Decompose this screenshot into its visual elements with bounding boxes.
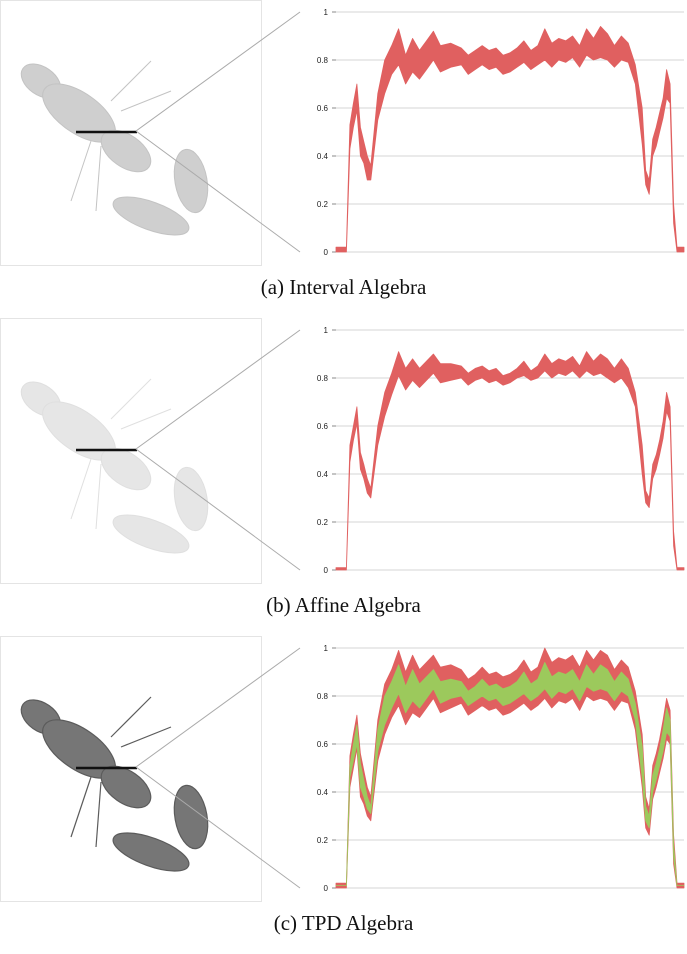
y-tick-label: 0	[324, 566, 329, 575]
y-tick-label: 0.8	[317, 374, 329, 383]
outer-bound-band	[335, 26, 685, 253]
caption-tpd: (c) TPD Algebra	[273, 911, 414, 935]
y-tick-label: 0	[324, 884, 329, 893]
y-tick-label: 0.6	[317, 422, 329, 431]
y-tick-label: 1	[324, 644, 329, 653]
outer-bound-band	[335, 647, 685, 889]
caption-interval: (a) Interval Algebra	[260, 275, 427, 299]
chart-interval: 0 0.2 0.4 0.6 0.8 1	[317, 8, 685, 257]
outer-bound-band	[335, 351, 685, 571]
caption-affine: (b) Affine Algebra	[266, 593, 421, 617]
y-tick-label: 0.2	[317, 518, 329, 527]
y-tick-label: 1	[324, 326, 329, 335]
y-tick-label: 0.6	[317, 104, 329, 113]
lobster-render-tpd	[0, 636, 262, 902]
y-tick-label: 1	[324, 8, 329, 17]
lobster-illustration	[20, 696, 209, 872]
y-tick-label: 0.4	[317, 788, 329, 797]
inner-bound-band	[335, 662, 685, 886]
lobster-render-interval	[0, 0, 262, 266]
y-tick-label: 0.4	[317, 470, 329, 479]
chart-tpd: 0 0.2 0.4 0.6 0.8 1	[317, 644, 685, 893]
lobster-illustration	[20, 378, 209, 554]
y-tick-label: 0	[324, 248, 329, 257]
lobster-illustration	[20, 60, 209, 236]
y-tick-label: 0.4	[317, 152, 329, 161]
y-tick-label: 0.2	[317, 836, 329, 845]
chart-affine: 0 0.2 0.4 0.6 0.8 1	[317, 326, 685, 575]
lobster-render-affine	[0, 318, 262, 584]
y-tick-label: 0.8	[317, 56, 329, 65]
y-tick-label: 0.8	[317, 692, 329, 701]
y-tick-label: 0.6	[317, 740, 329, 749]
y-tick-label: 0.2	[317, 200, 329, 209]
